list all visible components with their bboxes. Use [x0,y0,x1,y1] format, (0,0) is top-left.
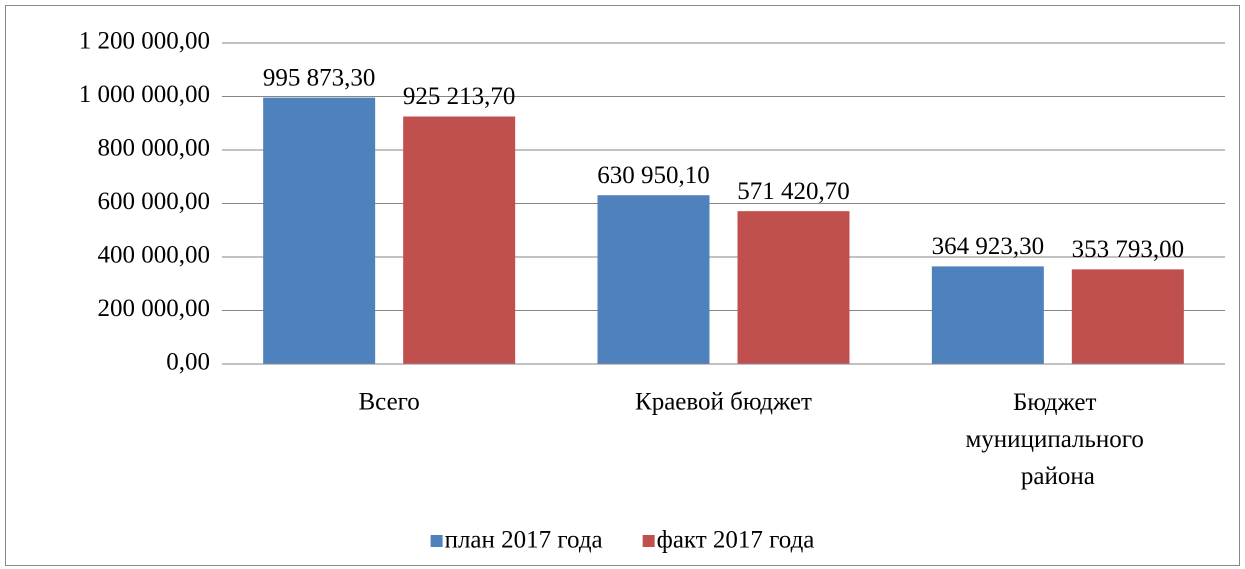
data-label: 925 213,70 [403,83,516,110]
legend-swatch [642,535,655,547]
bar [1071,269,1184,364]
bar [737,211,850,364]
bar [403,116,516,364]
y-tick-label: 0,00 [166,349,210,376]
y-tick-label: 800 000,00 [98,135,211,162]
x-tick-label: Краевой бюджет [635,389,812,416]
legend-swatch [430,535,443,547]
data-label: 364 923,30 [932,233,1045,260]
x-tick-label: Всего [359,389,420,416]
bar [931,266,1044,364]
bar [597,195,710,364]
legend-label: план 2017 года [445,527,603,554]
y-tick-label: 200 000,00 [98,295,211,322]
bar [263,97,376,365]
data-label: 571 420,70 [737,178,850,205]
y-tick-label: 400 000,00 [98,242,211,269]
data-label: 630 950,10 [597,162,710,189]
y-tick-label: 1 200 000,00 [79,28,210,55]
legend-label: факт 2017 года [657,527,815,554]
x-tick-label: Бюджет муниципального района [965,389,1150,490]
data-label: 353 793,00 [1072,236,1185,263]
y-tick-label: 600 000,00 [98,188,211,215]
data-label: 995 873,30 [263,64,376,91]
y-tick-label: 1 000 000,00 [79,81,210,108]
